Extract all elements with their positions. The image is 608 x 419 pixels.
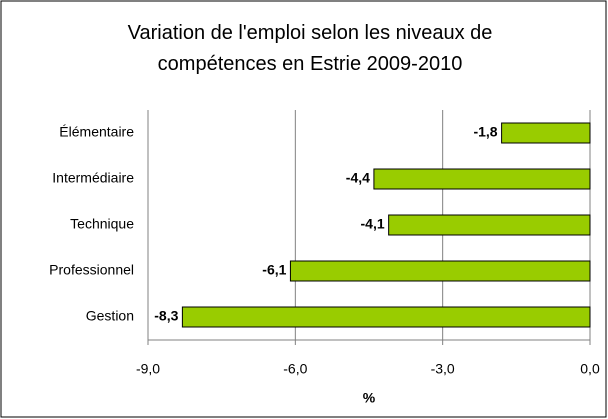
x-tick-label: -9,0: [136, 361, 160, 377]
y-tick-label: Intermédiaire: [52, 170, 134, 186]
y-tick-label: Élémentaire: [59, 124, 134, 140]
x-tick-label: 0,0: [580, 361, 600, 377]
bar: [501, 122, 591, 144]
bar: [289, 260, 591, 282]
bar: [181, 306, 591, 328]
bar: [388, 214, 591, 236]
x-axis-label: %: [363, 390, 376, 406]
value-label: -6,1: [262, 262, 286, 278]
value-label: -8,3: [154, 308, 178, 324]
value-label: -1,8: [473, 124, 497, 140]
bar: [373, 168, 591, 190]
x-tick-label: -6,0: [283, 361, 307, 377]
y-tick-label: Professionnel: [49, 262, 134, 278]
y-tick-label: Technique: [70, 216, 134, 232]
x-tick-label: -3,0: [431, 361, 455, 377]
value-label: -4,1: [361, 216, 385, 232]
y-tick-label: Gestion: [86, 308, 134, 324]
value-label: -4,4: [346, 170, 370, 186]
chart-title: Variation de l'emploi selon les niveaux …: [127, 22, 493, 75]
